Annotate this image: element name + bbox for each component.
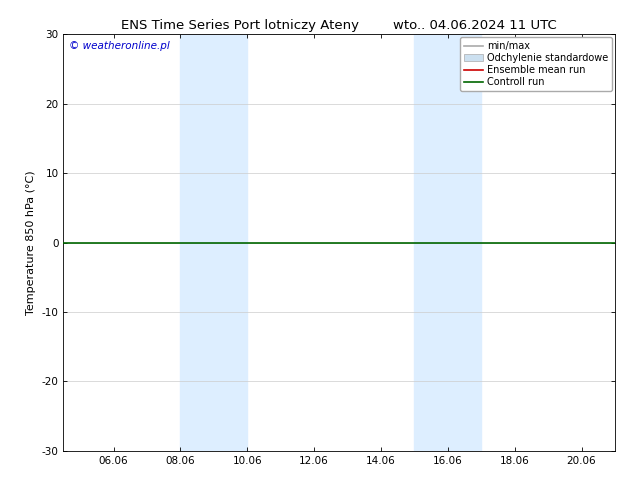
Bar [181,34,247,451]
Y-axis label: Temperature 850 hPa (°C): Temperature 850 hPa (°C) [26,170,36,315]
Title: ENS Time Series Port lotniczy Ateny        wto.. 04.06.2024 11 UTC: ENS Time Series Port lotniczy Ateny wto.… [121,19,557,32]
Text: © weatheronline.pl: © weatheronline.pl [69,41,170,50]
Legend: min/max, Odchylenie standardowe, Ensemble mean run, Controll run: min/max, Odchylenie standardowe, Ensembl… [460,37,612,91]
Bar [415,34,481,451]
